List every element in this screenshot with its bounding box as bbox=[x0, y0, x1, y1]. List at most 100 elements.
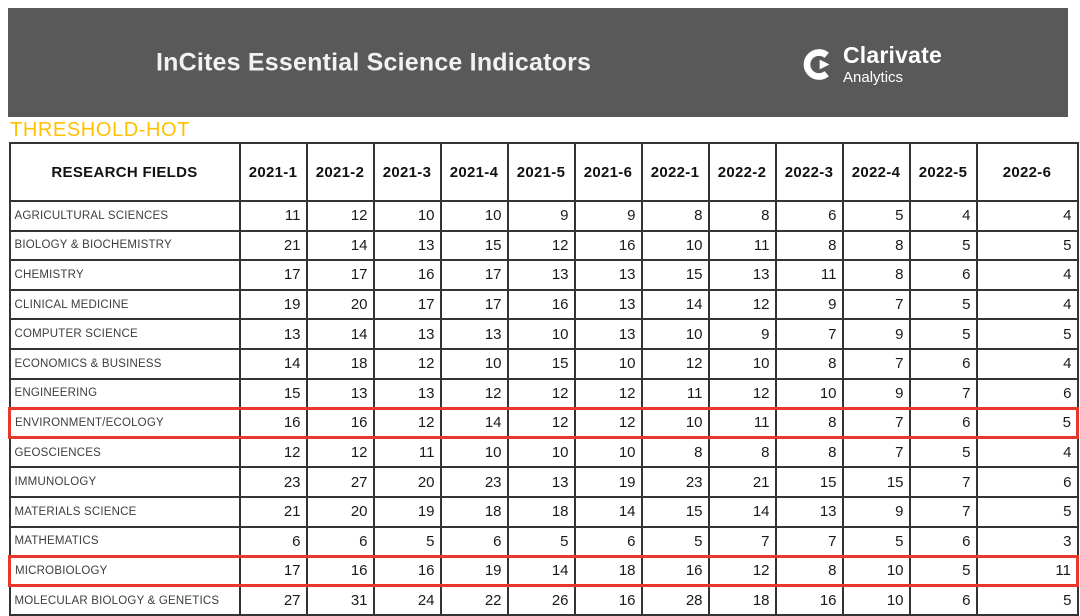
threshold-value-cell: 13 bbox=[573, 318, 643, 350]
threshold-value-cell: 5 bbox=[908, 318, 978, 350]
table-row: GEOSCIENCES 12 12 11 10 10 10 8 8 8 7 5 4 bbox=[8, 436, 1079, 469]
threshold-value-cell: 15 bbox=[841, 466, 911, 498]
threshold-value-cell: 6 bbox=[573, 525, 643, 558]
threshold-value-cell: 21 bbox=[238, 229, 308, 262]
threshold-value-cell: 13 bbox=[439, 318, 509, 350]
research-field-label: CHEMISTRY bbox=[8, 259, 241, 291]
threshold-value-cell: 6 bbox=[908, 584, 978, 616]
threshold-value-cell: 12 bbox=[238, 436, 308, 469]
threshold-value-cell: 13 bbox=[238, 318, 308, 350]
threshold-value-cell: 8 bbox=[774, 347, 844, 380]
threshold-value-cell: 12 bbox=[305, 200, 375, 232]
research-field-label: MATHEMATICS bbox=[8, 525, 241, 558]
threshold-value-cell: 9 bbox=[506, 200, 576, 232]
period-column-header: 2022-6 bbox=[975, 142, 1079, 202]
threshold-value-cell: 10 bbox=[506, 318, 576, 350]
table-row: IMMUNOLOGY 23 27 20 23 13 19 23 21 15 15 7 6 bbox=[8, 466, 1079, 498]
threshold-value-cell: 6 bbox=[908, 347, 978, 380]
threshold-value-cell: 21 bbox=[707, 466, 777, 498]
threshold-value-cell: 17 bbox=[372, 288, 442, 321]
threshold-value-cell: 17 bbox=[238, 259, 308, 291]
threshold-value-cell: 12 bbox=[707, 288, 777, 321]
threshold-value-cell: 7 bbox=[841, 288, 911, 321]
threshold-value-cell: 5 bbox=[841, 525, 911, 558]
threshold-value-cell: 6 bbox=[908, 525, 978, 558]
threshold-value-cell: 13 bbox=[305, 377, 375, 410]
threshold-value-cell: 6 bbox=[908, 406, 978, 440]
threshold-value-cell: 7 bbox=[908, 466, 978, 498]
threshold-value-cell: 10 bbox=[841, 554, 911, 588]
threshold-value-cell: 20 bbox=[305, 288, 375, 321]
threshold-value-cell: 8 bbox=[774, 229, 844, 262]
threshold-value-cell: 20 bbox=[372, 466, 442, 498]
threshold-value-cell: 11 bbox=[372, 436, 442, 469]
threshold-value-cell: 10 bbox=[640, 229, 710, 262]
research-field-label: IMMUNOLOGY bbox=[8, 466, 241, 498]
threshold-value-cell: 27 bbox=[238, 584, 308, 616]
threshold-value-cell: 10 bbox=[573, 347, 643, 380]
threshold-value-cell: 9 bbox=[841, 318, 911, 350]
threshold-value-cell: 13 bbox=[372, 377, 442, 410]
threshold-value-cell: 8 bbox=[640, 436, 710, 469]
threshold-value-cell: 14 bbox=[506, 554, 576, 588]
table-row: COMPUTER SCIENCE 13 14 13 13 10 13 10 9 7 9 5 5 bbox=[8, 318, 1079, 350]
threshold-value-cell: 17 bbox=[238, 554, 308, 588]
table-row: ENGINEERING 15 13 13 12 12 12 11 12 10 9 7 6 bbox=[8, 377, 1079, 410]
table-row: CHEMISTRY 17 17 16 17 13 13 15 13 11 8 6 4 bbox=[8, 259, 1079, 291]
threshold-value-cell: 9 bbox=[573, 200, 643, 232]
threshold-value-cell: 14 bbox=[238, 347, 308, 380]
threshold-value-cell: 16 bbox=[506, 288, 576, 321]
threshold-value-cell: 22 bbox=[439, 584, 509, 616]
threshold-value-cell: 10 bbox=[439, 200, 509, 232]
threshold-value-cell: 18 bbox=[707, 584, 777, 616]
period-column-header: 2021-6 bbox=[573, 142, 643, 202]
threshold-value-cell: 8 bbox=[841, 229, 911, 262]
period-column-header: 2021-5 bbox=[506, 142, 576, 202]
threshold-value-cell: 8 bbox=[707, 200, 777, 232]
table-body: AGRICULTURAL SCIENCES 11 12 10 10 9 9 8 8 6 5 4 4 BIO… bbox=[8, 200, 1079, 616]
threshold-value-cell: 12 bbox=[573, 406, 643, 440]
threshold-value-cell: 8 bbox=[774, 554, 844, 588]
period-column-header: 2022-2 bbox=[707, 142, 777, 202]
clarivate-logo-name: Clarivate bbox=[843, 42, 942, 68]
threshold-value-cell: 5 bbox=[841, 200, 911, 232]
clarivate-mark-icon bbox=[803, 47, 835, 87]
research-field-label: ENVIRONMENT/ECOLOGY bbox=[8, 406, 241, 440]
threshold-value-cell: 11 bbox=[707, 229, 777, 262]
threshold-value-cell: 14 bbox=[707, 495, 777, 528]
threshold-value-cell: 10 bbox=[707, 347, 777, 380]
table-row-highlighted: ENVIRONMENT/ECOLOGY 16 16 12 14 12 12 10 11 8 7 6 5 bbox=[8, 406, 1079, 440]
threshold-value-cell: 12 bbox=[506, 229, 576, 262]
threshold-value-cell: 5 bbox=[908, 288, 978, 321]
table-row: ECONOMICS & BUSINESS 14 18 12 10 15 10 12 10 8 7 6 4 bbox=[8, 347, 1079, 380]
threshold-value-cell: 16 bbox=[573, 584, 643, 616]
threshold-value-cell: 15 bbox=[506, 347, 576, 380]
threshold-value-cell: 21 bbox=[238, 495, 308, 528]
threshold-value-cell: 12 bbox=[439, 377, 509, 410]
threshold-value-cell: 7 bbox=[774, 525, 844, 558]
threshold-value-cell: 6 bbox=[975, 377, 1079, 410]
threshold-value-cell: 28 bbox=[640, 584, 710, 616]
threshold-value-cell: 12 bbox=[372, 406, 442, 440]
period-column-header: 2022-4 bbox=[841, 142, 911, 202]
threshold-value-cell: 12 bbox=[707, 554, 777, 588]
threshold-value-cell: 10 bbox=[640, 406, 710, 440]
threshold-value-cell: 20 bbox=[305, 495, 375, 528]
app-title: InCites Essential Science Indicators bbox=[156, 48, 592, 76]
research-field-label: CLINICAL MEDICINE bbox=[8, 288, 241, 321]
threshold-value-cell: 31 bbox=[305, 584, 375, 616]
threshold-value-cell: 10 bbox=[640, 318, 710, 350]
threshold-value-cell: 12 bbox=[506, 377, 576, 410]
threshold-value-cell: 17 bbox=[439, 288, 509, 321]
threshold-value-cell: 16 bbox=[640, 554, 710, 588]
table-row: CLINICAL MEDICINE 19 20 17 17 16 13 14 12 9 7 5 4 bbox=[8, 288, 1079, 321]
threshold-value-cell: 12 bbox=[707, 377, 777, 410]
research-field-label: BIOLOGY & BIOCHEMISTRY bbox=[8, 229, 241, 262]
table-row: MATERIALS SCIENCE 21 20 19 18 18 14 15 14 13 9 7 5 bbox=[8, 495, 1079, 528]
threshold-value-cell: 19 bbox=[439, 554, 509, 588]
threshold-value-cell: 15 bbox=[640, 259, 710, 291]
app-header-band: InCites Essential Science Indicators Cla… bbox=[8, 8, 1068, 117]
threshold-value-cell: 5 bbox=[908, 229, 978, 262]
threshold-value-cell: 12 bbox=[506, 406, 576, 440]
threshold-value-cell: 14 bbox=[573, 495, 643, 528]
